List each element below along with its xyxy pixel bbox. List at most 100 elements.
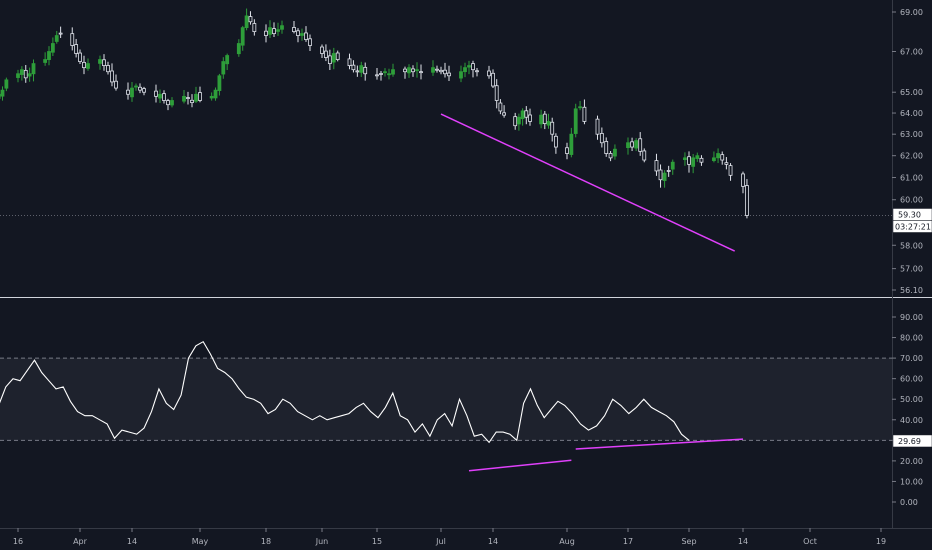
candle xyxy=(324,44,328,62)
time-tick-label: 14 xyxy=(488,537,498,546)
rsi-tick-label: 20.00 xyxy=(900,457,923,466)
candle xyxy=(634,138,639,152)
candle xyxy=(513,112,518,130)
rsi-tick-label: 0.00 xyxy=(900,498,918,507)
candle-body xyxy=(498,102,503,112)
candle-body xyxy=(487,70,491,77)
price-tick-label: 57.00 xyxy=(900,265,923,274)
price-axis[interactable]: 69.00 67.00 65.00 64.00 63.00 62.00 61.00 60.00… xyxy=(892,8,923,295)
candle xyxy=(379,71,383,81)
candle xyxy=(554,133,558,154)
price-tick-label: 62.00 xyxy=(900,152,923,161)
rsi-line xyxy=(0,340,690,444)
candle xyxy=(272,22,276,37)
candle-body xyxy=(166,100,170,106)
candle xyxy=(158,89,162,103)
candle-body xyxy=(407,67,411,74)
candle xyxy=(459,65,463,83)
price-tick-label: 63.00 xyxy=(900,130,923,139)
candle xyxy=(347,53,352,70)
candle xyxy=(54,30,59,44)
countdown-label-box xyxy=(892,220,932,233)
candle xyxy=(411,65,415,77)
candle xyxy=(691,154,696,174)
candle xyxy=(236,39,241,57)
candle-body xyxy=(300,33,304,36)
candle-body xyxy=(435,68,439,71)
candle xyxy=(209,92,214,101)
candle xyxy=(331,47,336,70)
candle-body xyxy=(491,72,495,87)
candle-body xyxy=(240,27,245,46)
price-tick-label: 69.00 xyxy=(900,8,923,17)
candle xyxy=(520,108,525,126)
candle-body xyxy=(595,118,600,135)
time-tick-label: Apr xyxy=(73,537,88,546)
candle-body xyxy=(604,141,609,154)
candle-body xyxy=(331,53,336,63)
price-label-text: 59.30 xyxy=(898,210,921,219)
candle xyxy=(304,26,308,42)
candle-body xyxy=(114,80,118,89)
candle-body xyxy=(687,156,691,165)
candle-body xyxy=(520,110,525,120)
candle-body xyxy=(494,85,499,101)
candle-body xyxy=(86,63,90,69)
candle xyxy=(27,67,32,82)
candle xyxy=(613,144,617,160)
time-tick-label: 16 xyxy=(13,537,23,546)
candle-body xyxy=(539,114,543,125)
candle-body xyxy=(415,69,419,72)
candle xyxy=(16,69,20,83)
candle xyxy=(387,68,391,80)
candle xyxy=(608,151,613,162)
candle xyxy=(550,117,555,142)
candle-body xyxy=(209,95,214,99)
candle xyxy=(654,153,659,176)
candle xyxy=(502,105,507,118)
candle xyxy=(130,82,134,102)
candle xyxy=(403,66,407,79)
candle-body xyxy=(126,89,130,95)
price-tick-label: 60.00 xyxy=(900,196,923,205)
candle xyxy=(666,165,671,177)
candle-body xyxy=(327,55,332,64)
candle xyxy=(542,110,547,130)
candle xyxy=(716,148,720,164)
time-axis[interactable]: 16 Apr 14 May 18 Jun 15 Jul 14 Aug 17 Sep 14 Oct 19 xyxy=(13,528,886,546)
candle xyxy=(712,151,716,163)
candle-body xyxy=(252,23,257,33)
candle xyxy=(391,63,395,77)
candle xyxy=(443,62,447,78)
candle-body xyxy=(599,133,604,144)
candle-body xyxy=(517,116,521,125)
candle-body xyxy=(573,108,578,134)
price-tick-label: 58.00 xyxy=(900,241,923,250)
candle-body xyxy=(16,73,20,78)
candle xyxy=(626,137,630,155)
candle-body xyxy=(626,142,630,149)
candle-body xyxy=(276,29,280,32)
time-tick-label: Jun xyxy=(315,537,329,546)
time-tick-label: May xyxy=(192,537,209,546)
candle xyxy=(642,148,647,163)
candle xyxy=(240,25,245,51)
candle-body xyxy=(198,92,202,101)
candle-body xyxy=(292,27,296,33)
candle-body xyxy=(280,25,284,30)
candle xyxy=(683,152,687,166)
candle-body xyxy=(70,33,75,46)
candle xyxy=(670,159,675,175)
candle-body xyxy=(716,153,720,159)
candle xyxy=(351,60,356,73)
time-tick-label: Aug xyxy=(559,537,575,546)
rsi-axis[interactable]: 90.0080.0070.0060.0050.0040.0030.0020.00… xyxy=(892,313,923,507)
price-tick-label: 65.00 xyxy=(900,88,923,97)
candle xyxy=(565,142,569,160)
candle-body xyxy=(27,73,32,77)
candle xyxy=(327,49,332,71)
candle-body xyxy=(683,157,687,161)
candle xyxy=(687,151,691,173)
candle-body xyxy=(359,65,364,73)
candle-body xyxy=(745,185,749,216)
